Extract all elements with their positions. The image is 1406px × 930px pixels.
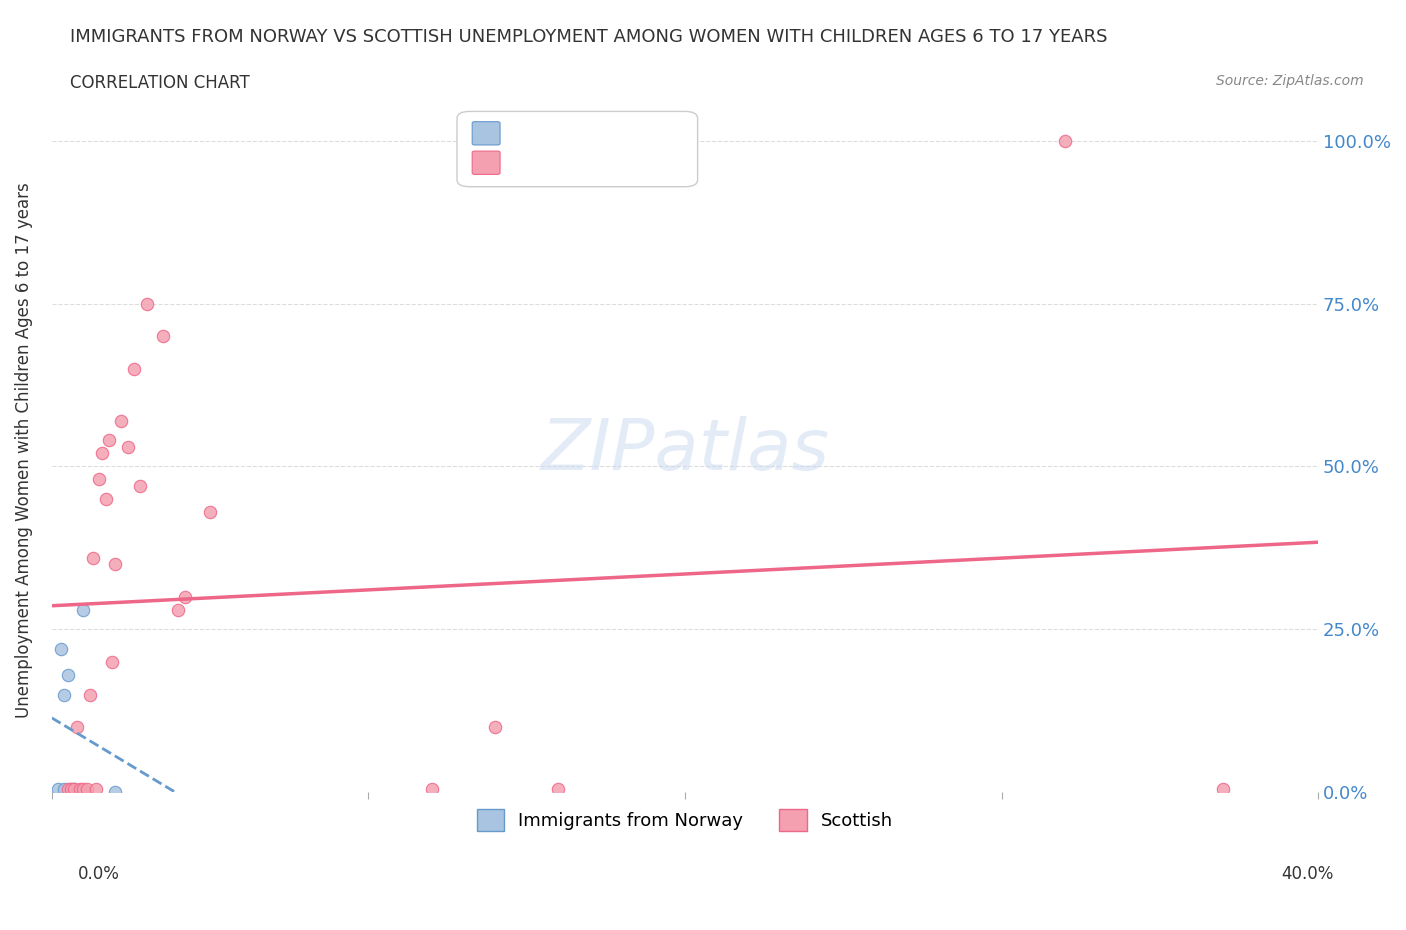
Text: 0.706: 0.706 xyxy=(515,152,569,170)
Text: 0.0%: 0.0% xyxy=(77,865,120,884)
Point xyxy=(420,781,443,796)
Point xyxy=(104,557,127,572)
Point xyxy=(53,781,76,796)
Point xyxy=(79,687,101,702)
Point xyxy=(89,472,111,487)
Point xyxy=(152,328,174,343)
Text: 9: 9 xyxy=(609,124,630,143)
Point xyxy=(167,603,190,618)
Text: N =: N = xyxy=(565,124,620,143)
Text: CORRELATION CHART: CORRELATION CHART xyxy=(70,74,250,92)
Point xyxy=(97,433,120,448)
Point xyxy=(104,785,127,800)
Point xyxy=(59,781,82,796)
Point xyxy=(46,781,69,796)
Point xyxy=(82,551,104,565)
Text: 40.0%: 40.0% xyxy=(1281,865,1334,884)
Text: N =: N = xyxy=(565,152,620,170)
Point xyxy=(59,781,82,796)
FancyBboxPatch shape xyxy=(457,112,697,187)
Point xyxy=(76,781,98,796)
Point xyxy=(51,642,73,657)
Point xyxy=(129,479,152,494)
Text: R =: R = xyxy=(477,124,519,143)
Point xyxy=(56,781,79,796)
Point xyxy=(484,720,506,735)
Y-axis label: Unemployment Among Women with Children Ages 6 to 17 years: Unemployment Among Women with Children A… xyxy=(15,182,32,718)
Text: IMMIGRANTS FROM NORWAY VS SCOTTISH UNEMPLOYMENT AMONG WOMEN WITH CHILDREN AGES 6: IMMIGRANTS FROM NORWAY VS SCOTTISH UNEMP… xyxy=(70,28,1108,46)
Point xyxy=(198,505,221,520)
Point xyxy=(91,446,114,461)
Text: 0.040: 0.040 xyxy=(515,124,569,143)
Point xyxy=(72,781,94,796)
Point xyxy=(72,603,94,618)
Point xyxy=(63,781,86,796)
Text: 30: 30 xyxy=(609,152,636,170)
Point xyxy=(53,687,76,702)
Point xyxy=(69,781,91,796)
Point xyxy=(117,440,139,455)
FancyBboxPatch shape xyxy=(472,122,501,145)
Point xyxy=(173,590,195,604)
Text: R =: R = xyxy=(477,152,519,170)
Text: Source: ZipAtlas.com: Source: ZipAtlas.com xyxy=(1216,74,1364,88)
Legend: Immigrants from Norway, Scottish: Immigrants from Norway, Scottish xyxy=(470,802,900,838)
Point xyxy=(1053,133,1076,148)
Point xyxy=(94,492,117,507)
Point xyxy=(63,781,86,796)
Point xyxy=(122,361,145,376)
Text: ZIPatlas: ZIPatlas xyxy=(540,416,830,485)
Point xyxy=(1212,781,1234,796)
Point xyxy=(56,668,79,683)
Point xyxy=(135,296,157,311)
Point xyxy=(84,781,107,796)
Point xyxy=(101,655,124,670)
FancyBboxPatch shape xyxy=(472,151,501,175)
Point xyxy=(66,720,89,735)
Point xyxy=(547,781,569,796)
Point xyxy=(110,414,132,429)
